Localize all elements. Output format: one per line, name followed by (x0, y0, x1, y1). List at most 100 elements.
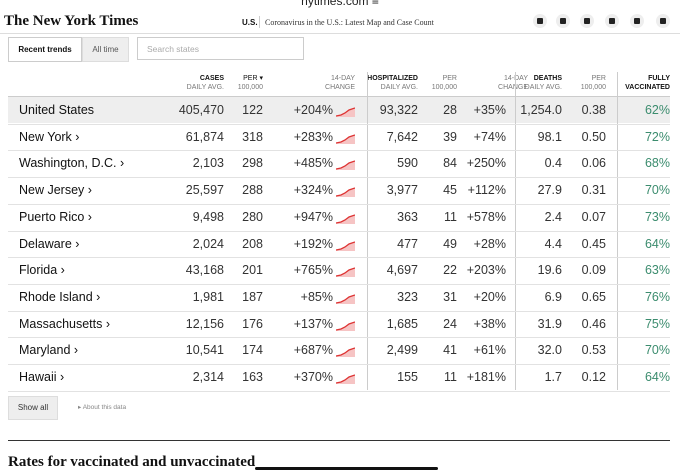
cell-value: 2,024 (192, 236, 224, 251)
share-icon[interactable] (605, 14, 619, 28)
column-header: PER 100,000 (377, 74, 457, 92)
cell-value: 0.65 (581, 289, 606, 304)
cell-value: 0.06 (581, 156, 606, 171)
cell-value: 176 (242, 316, 263, 331)
cell-value: 19.6 (537, 263, 562, 278)
state-name[interactable]: Rhode Island › (19, 289, 101, 304)
cell-value: 0.09 (581, 263, 606, 278)
header-top: PER ▾ (243, 75, 263, 82)
show-all-button[interactable]: Show all (8, 396, 58, 420)
scroll-indicator (255, 467, 438, 470)
header-top: 14-DAY (331, 75, 355, 82)
column-header: PER 100,000 (526, 74, 606, 92)
cell-value: 98.1 (537, 129, 562, 144)
cell-value: +283% (293, 129, 333, 144)
search-input[interactable]: Search states (137, 37, 304, 60)
cell-value: +28% (473, 236, 506, 251)
column-header: 14-DAY CHANGE (448, 74, 528, 92)
cell-value: +370% (293, 370, 333, 384)
cell-value: +947% (293, 209, 333, 224)
cell-value: 2.4 (544, 209, 562, 224)
cell-value: 12,156 (185, 316, 224, 331)
cell-value: 9,498 (192, 209, 224, 224)
header-rule (8, 96, 670, 97)
cell-value: 32.0 (537, 343, 562, 358)
share-icon[interactable] (556, 14, 570, 28)
headline[interactable]: Coronavirus in the U.S.: Latest Map and … (265, 18, 434, 27)
cell-value: 280 (242, 209, 263, 224)
cell-value: +578% (466, 209, 506, 224)
column-header: FULLY VACCINATED (590, 74, 670, 92)
cell-value: 0.07 (581, 209, 606, 224)
tab-all-time[interactable]: All time (82, 37, 129, 62)
sparkline (335, 371, 356, 384)
state-name[interactable]: Hawaii › (19, 370, 65, 384)
cell-value: 2,314 (192, 370, 224, 384)
cell-value: 4.4 (544, 236, 562, 251)
state-name[interactable]: New York › (19, 129, 80, 144)
about-link[interactable]: ▸ About this data (78, 404, 127, 411)
cell-value: 6.9 (544, 289, 562, 304)
cell-value: 62% (644, 103, 670, 117)
state-name[interactable]: Maryland › (19, 343, 79, 358)
share-icon[interactable] (580, 14, 594, 28)
cell-value: +85% (300, 289, 333, 304)
tab-recent[interactable]: Recent trends (8, 37, 82, 62)
cell-value: 22 (443, 263, 457, 278)
header-bottom: VACCINATED (625, 84, 670, 91)
logo[interactable]: The New York Times (4, 13, 139, 29)
cell-value: 28 (443, 103, 457, 117)
cell-value: 0.45 (581, 236, 606, 251)
header-bottom: 100,000 (580, 84, 606, 91)
cell-value: +74% (473, 129, 506, 144)
cell-value: 61,874 (185, 129, 224, 144)
cell-value: 93,322 (379, 103, 418, 117)
state-name[interactable]: New Jersey › (19, 183, 92, 198)
cell-value: 2,499 (386, 343, 418, 358)
header-bottom: DAILY AVG. (524, 84, 562, 91)
cell-value: +485% (293, 156, 333, 171)
cell-value: +20% (473, 289, 506, 304)
state-name[interactable]: Puerto Rico › (19, 209, 92, 224)
cell-value: 0.38 (581, 103, 606, 117)
cell-value: 0.12 (581, 370, 606, 384)
share-icon[interactable] (533, 14, 547, 28)
total-row-bg (8, 97, 670, 123)
header-bottom: 100,000 (237, 84, 263, 91)
cell-value: +112% (467, 183, 506, 198)
cell-value: 163 (242, 370, 263, 384)
cell-value: 63% (644, 263, 670, 278)
row-rule (8, 177, 670, 179)
share-icon[interactable] (630, 14, 644, 28)
cell-value: +181% (466, 370, 506, 384)
cell-value: +204% (293, 103, 333, 117)
state-name[interactable]: Massachusetts › (19, 316, 111, 331)
divider (259, 16, 260, 28)
cell-value: 84 (443, 156, 457, 171)
cell-value: +687% (293, 343, 333, 358)
cell-value: 76% (644, 289, 670, 304)
section[interactable]: U.S. (242, 18, 258, 27)
state-name[interactable]: Florida › (19, 263, 65, 278)
cell-value: 27.9 (537, 183, 562, 198)
cell-value: 68% (644, 156, 670, 171)
state-name: United States (19, 103, 95, 117)
cell-value: 49 (443, 236, 457, 251)
state-name[interactable]: Delaware › (19, 236, 80, 251)
about-text: About this data (82, 404, 127, 411)
cell-value: 1,685 (386, 316, 418, 331)
sparkline (335, 291, 356, 304)
section-heading: Rates for vaccinated and unvaccinated (8, 454, 256, 470)
row-rule (8, 364, 670, 365)
cell-value: 2,103 (192, 156, 224, 171)
cell-value: 43,168 (185, 263, 224, 278)
column-header: PER ▾ 100,000 (183, 74, 263, 92)
cell-value: 72% (644, 129, 670, 144)
header-bottom: CHANGE (498, 84, 528, 91)
header-top: PER (591, 75, 606, 82)
cell-value: 24 (443, 316, 457, 331)
state-name[interactable]: Washington, D.C. › (19, 156, 125, 171)
cell-value: +192% (293, 236, 333, 251)
share-icon[interactable] (656, 14, 670, 28)
cell-value: 318 (242, 129, 263, 144)
